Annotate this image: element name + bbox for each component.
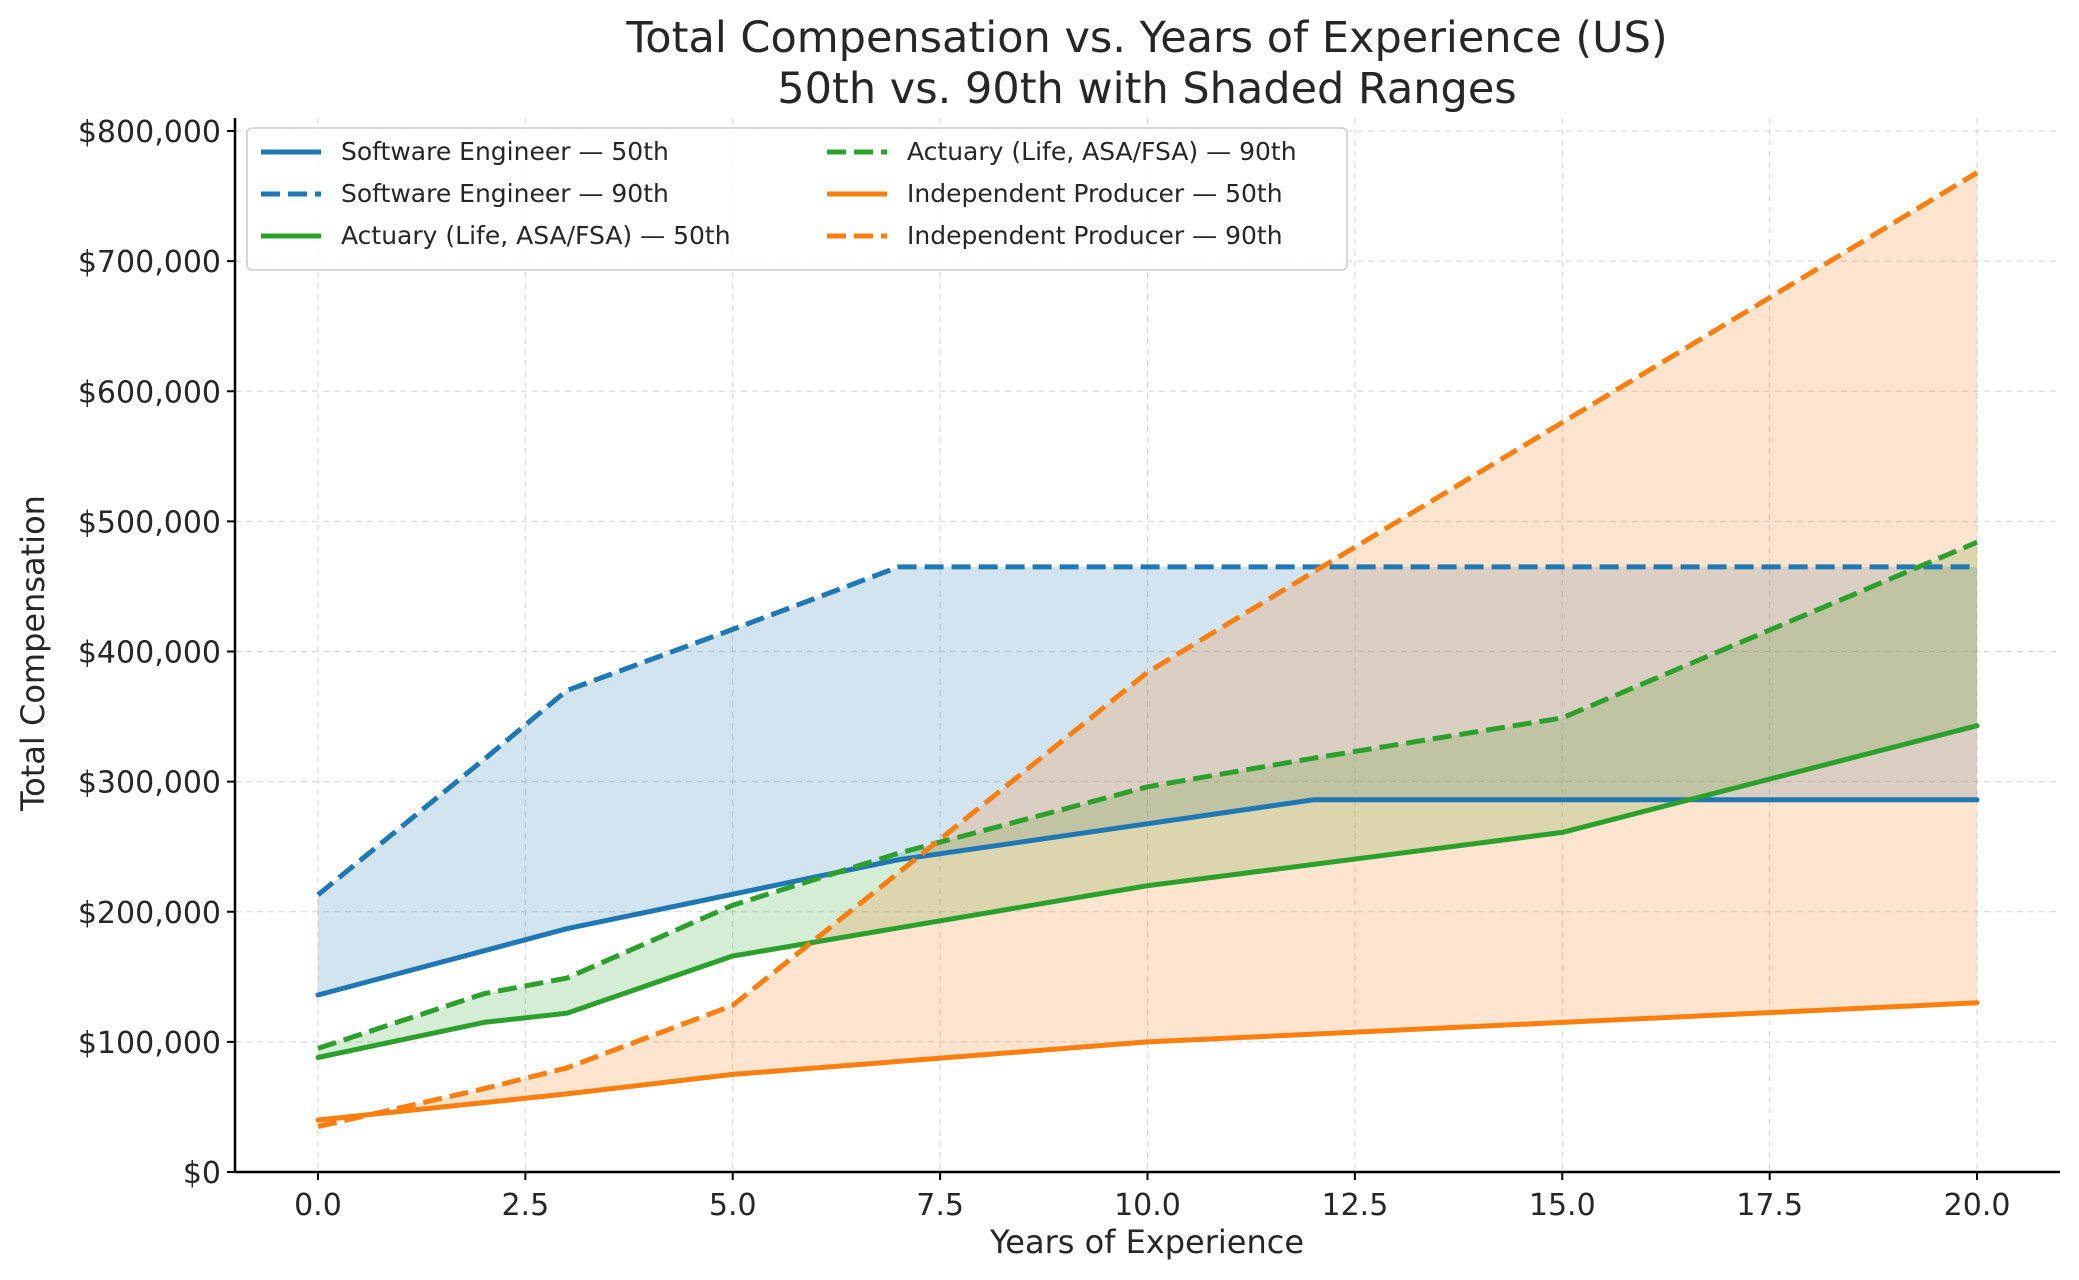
legend: Software Engineer — 50th Software Enginee… (246, 127, 1348, 271)
y-tick-label: $800,000 (78, 115, 221, 150)
tick-labels: 0.0 2.5 5.0 7.5 10.0 12.5 15.0 17.5 20.0 $0 $100,0… (78, 115, 2011, 1223)
x-tick-label: 2.5 (501, 1188, 549, 1223)
series-lines (315, 170, 1980, 1129)
legend-label: Independent Producer — 90th (907, 221, 1283, 250)
software-engineer-50th-line (315, 797, 1980, 998)
independent-producer-90th-line (317, 170, 1979, 1129)
x-tick-label: 17.5 (1736, 1188, 1803, 1223)
actuary-life-asa-fsa-90th-line (317, 539, 1978, 1051)
independent-producer-range-area (318, 172, 1977, 1127)
legend-label: Independent Producer — 50th (907, 179, 1283, 208)
x-axis-label: Years of Experience (989, 1223, 1304, 1261)
chart-subtitle: 50th vs. 90th with Shaded Ranges (777, 64, 1516, 114)
legend-label: Actuary (Life, ASA/FSA) — 90th (907, 137, 1297, 166)
software-engineer-90th-line (316, 564, 1977, 897)
y-tick-label: $600,000 (78, 375, 221, 410)
y-tick-label: $700,000 (78, 245, 221, 280)
legend-label: Software Engineer — 50th (341, 137, 669, 166)
x-tick-label: 0.0 (294, 1188, 342, 1223)
axes (227, 118, 2060, 1180)
x-tick-label: 20.0 (1944, 1188, 2011, 1223)
y-tick-label: $300,000 (78, 766, 221, 801)
actuary-life-asa-fsa-50th-line (315, 723, 1980, 1060)
legend-label: Actuary (Life, ASA/FSA) — 50th (341, 221, 731, 250)
x-tick-label: 7.5 (916, 1188, 964, 1223)
legend-box (246, 127, 1348, 271)
y-axis-label: Total Compensation (14, 495, 52, 812)
chart-title: Total Compensation vs. Years of Experien… (625, 13, 1667, 63)
y-tick-label: $0 (183, 1156, 221, 1191)
y-tick-label: $100,000 (78, 1026, 221, 1061)
x-tick-label: 15.0 (1529, 1188, 1596, 1223)
shaded-ranges (318, 172, 1977, 1127)
actuary-range-area (318, 542, 1977, 1058)
x-tick-label: 10.0 (1114, 1188, 1181, 1223)
x-tick-label: 5.0 (709, 1188, 757, 1223)
legend-label: Software Engineer — 90th (341, 179, 669, 208)
y-tick-label: $200,000 (78, 896, 221, 931)
x-tick-label: 12.5 (1321, 1188, 1388, 1223)
independent-producer-50th-line (315, 1000, 1980, 1123)
software-engineer-range-area (318, 566, 1977, 995)
y-tick-label: $500,000 (78, 505, 221, 540)
y-tick-label: $400,000 (78, 636, 221, 671)
